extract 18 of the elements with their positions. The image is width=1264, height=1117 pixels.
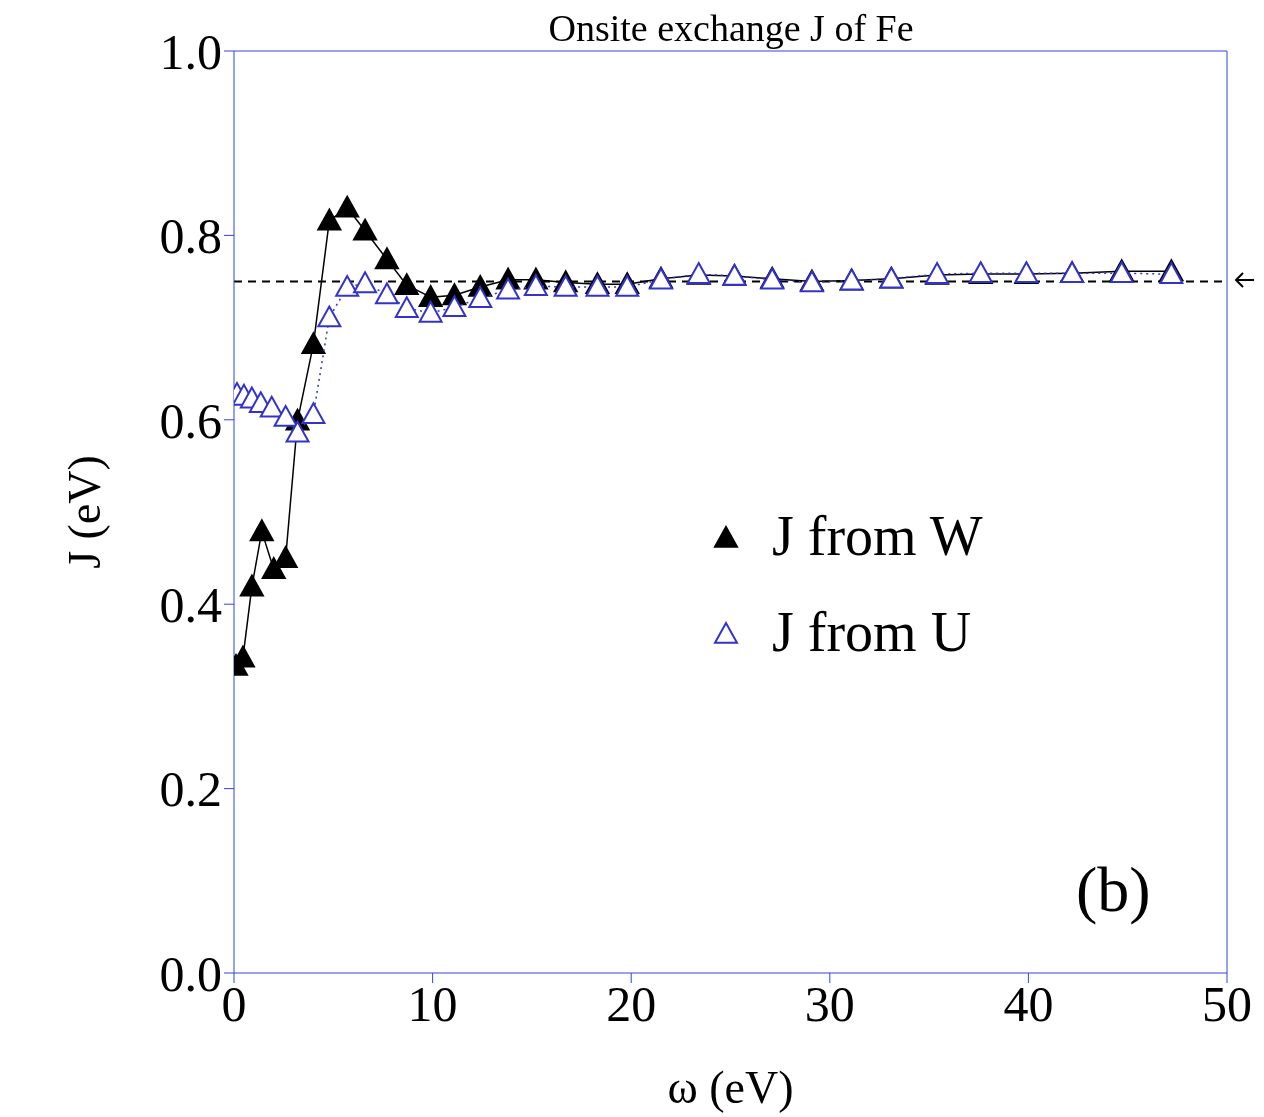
y-tick-label: 0.6	[159, 392, 222, 449]
x-tick-label: 20	[606, 975, 657, 1032]
x-tick-label: 40	[1003, 975, 1054, 1032]
y-tick-label: 0.0	[159, 945, 222, 1002]
y-axis-title: J (eV)	[59, 455, 111, 569]
chart-title: Onsite exchange J of Fe	[547, 7, 915, 49]
y-tick-label: 1.0	[159, 23, 222, 80]
y-tick-label: 0.4	[159, 576, 222, 633]
x-tick-label: 0	[221, 975, 247, 1032]
legend-label: J from U	[772, 600, 972, 664]
annotation: (b)	[1076, 853, 1151, 927]
y-tick-label: 0.2	[159, 761, 222, 818]
x-tick-label: 50	[1202, 975, 1252, 1032]
x-tick-label: 30	[804, 975, 855, 1032]
y-tick-label: 0.8	[159, 208, 222, 265]
x-axis-title: ω (eV)	[667, 1062, 794, 1113]
x-tick-label: 10	[407, 975, 458, 1032]
legend-label: J from W	[772, 504, 983, 568]
